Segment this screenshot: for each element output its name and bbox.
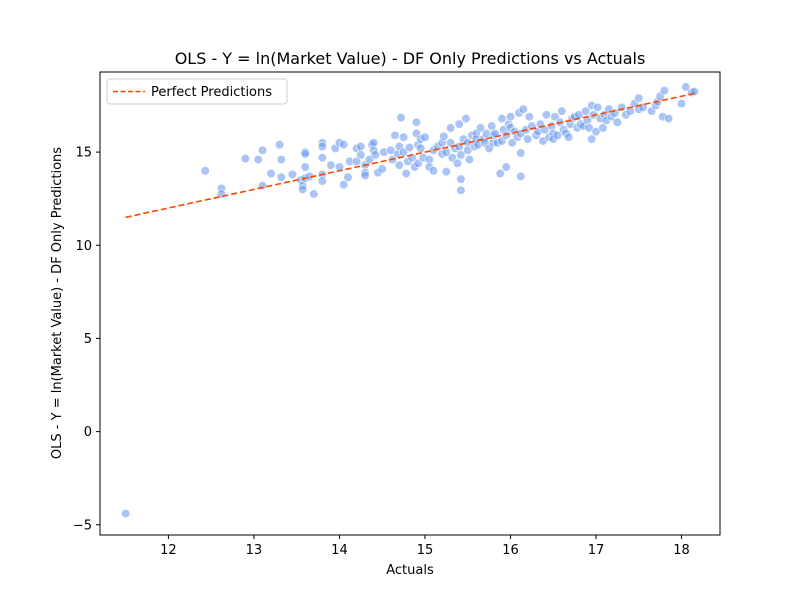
legend: Perfect Predictions (106, 78, 288, 105)
data-point (274, 140, 285, 150)
x-tick-label: 15 (417, 543, 434, 558)
data-point (300, 149, 310, 159)
data-point (398, 132, 409, 142)
y-tick-label: −5 (73, 518, 92, 533)
data-point (516, 171, 526, 181)
data-point (564, 132, 574, 142)
data-point (552, 130, 563, 140)
chart-title: OLS - Y = ln(Market Value) - DF Only Pre… (175, 49, 646, 68)
data-point (501, 162, 511, 172)
data-point (428, 166, 439, 176)
data-point (557, 106, 567, 116)
y-tick-label: 10 (75, 239, 92, 254)
data-point (518, 104, 528, 114)
data-point (276, 172, 286, 182)
data-point (343, 172, 353, 182)
data-point (300, 162, 310, 172)
data-point (276, 154, 286, 165)
data-point (441, 167, 451, 177)
x-tick-label: 12 (160, 543, 177, 558)
data-point (501, 130, 511, 140)
data-point (454, 119, 464, 129)
data-point (456, 185, 466, 195)
data-point (581, 106, 591, 116)
data-point (253, 154, 263, 165)
data-point (497, 113, 507, 124)
data-point (598, 123, 608, 133)
data-point (664, 113, 674, 124)
data-point (326, 160, 336, 170)
axes-layer: 12 13 14 15 16 17 18 −5 0 5 10 15 (73, 71, 721, 558)
data-point (516, 148, 526, 158)
data-point (676, 99, 687, 109)
data-point (298, 184, 308, 194)
data-point (121, 508, 131, 519)
plot-frame (99, 71, 721, 536)
data-point (317, 153, 327, 163)
data-point (356, 141, 366, 152)
data-point (339, 140, 349, 150)
data-point (257, 145, 268, 155)
points-layer (121, 82, 699, 519)
data-point (634, 93, 644, 103)
data-point (495, 168, 505, 179)
data-point (659, 86, 670, 96)
data-point (396, 113, 406, 123)
data-point (401, 168, 411, 179)
data-point (411, 117, 422, 127)
data-point (587, 134, 597, 144)
data-point (377, 164, 387, 174)
x-tick-label: 16 (502, 543, 519, 558)
data-point (456, 174, 466, 184)
data-point (681, 82, 691, 92)
data-point (317, 176, 327, 186)
data-point (524, 112, 534, 122)
y-tick-label: 15 (75, 146, 92, 161)
data-point (612, 117, 622, 127)
data-point (464, 154, 475, 165)
data-point (593, 102, 603, 112)
data-point (309, 189, 319, 199)
data-point (475, 123, 486, 133)
legend-box (106, 78, 288, 105)
data-point (200, 166, 210, 176)
data-point (370, 150, 380, 160)
legend-entry-perfect-predictions: Perfect Predictions (151, 85, 272, 100)
data-point (541, 110, 552, 120)
data-point (317, 141, 327, 152)
data-point (266, 168, 276, 179)
y-tick-label: 5 (84, 332, 92, 347)
x-axis-label: Actuals (386, 563, 434, 578)
data-point (394, 160, 404, 170)
data-point (446, 123, 456, 133)
x-tick-label: 14 (331, 543, 348, 558)
y-axis-label: OLS - Y = ln(Market Value) - DF Only Pre… (50, 147, 65, 459)
y-tick-label: 0 (84, 425, 92, 440)
data-point (439, 131, 449, 141)
x-tick-label: 13 (246, 543, 263, 558)
data-point (360, 170, 370, 181)
data-point (351, 156, 362, 167)
x-tick-label: 17 (588, 543, 605, 558)
data-point (522, 134, 533, 144)
perfect-predictions-line (125, 92, 695, 219)
data-point (240, 154, 250, 164)
data-point (420, 132, 430, 142)
data-point (390, 130, 400, 140)
data-point (339, 180, 349, 190)
data-point (461, 113, 471, 124)
line-layer (125, 92, 695, 219)
data-point (505, 112, 516, 122)
data-point (546, 121, 557, 131)
data-point (416, 143, 426, 153)
data-point (452, 158, 463, 168)
data-point (287, 169, 298, 180)
data-point (404, 142, 415, 153)
data-point (456, 150, 466, 160)
data-point (487, 121, 497, 131)
x-tick-label: 18 (673, 543, 690, 558)
data-point (356, 150, 366, 160)
